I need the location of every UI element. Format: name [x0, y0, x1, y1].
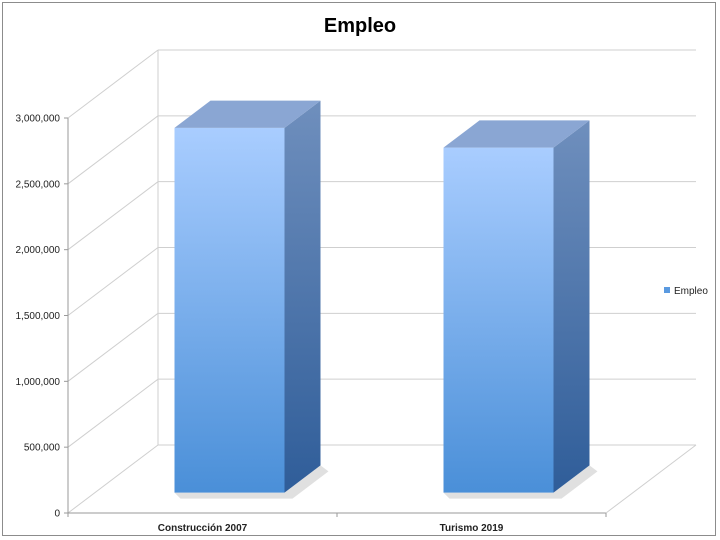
- gridline-diagonal: [67, 49, 159, 119]
- bar-top: [443, 120, 590, 148]
- bar-shadows: [174, 465, 598, 499]
- y-tick-labels: 0 500,000 1,000,000 1,500,000 2,000,000 2,500…: [16, 114, 61, 520]
- y-tick-label: 1,500,000: [16, 311, 61, 322]
- x-category-label: Turismo 2019: [440, 523, 504, 534]
- bar-side: [553, 120, 590, 493]
- bar-shadow: [443, 465, 598, 499]
- y-tick-label: 0: [54, 509, 60, 520]
- bar-shadow: [174, 465, 329, 499]
- y-tick-label: 1,000,000: [16, 377, 61, 388]
- gridline-diagonal: [67, 247, 159, 316]
- legend-swatch: [664, 287, 670, 293]
- gridlines: [67, 49, 696, 514]
- bar-front: [443, 147, 554, 493]
- bar-side: [284, 100, 321, 493]
- y-tick-label: 2,500,000: [16, 179, 61, 190]
- x-category-labels: Construcción 2007 Turismo 2019: [158, 523, 504, 534]
- chart-title: Empleo: [324, 15, 396, 37]
- bar-front: [174, 127, 285, 493]
- axes: [64, 50, 697, 517]
- legend-label: Empleo: [674, 286, 708, 297]
- bar-top: [174, 100, 321, 128]
- legend: Empleo: [664, 286, 708, 297]
- gridline-diagonal: [67, 115, 159, 185]
- gridline-diagonal: [67, 312, 159, 382]
- y-tick-label: 500,000: [24, 443, 61, 454]
- y-tick-label: 2,000,000: [16, 245, 61, 256]
- bars: [174, 100, 590, 493]
- floor-right-edge: [605, 444, 697, 514]
- gridline-diagonal: [67, 378, 159, 448]
- y-tick-label: 3,000,000: [16, 114, 61, 125]
- x-category-label: Construcción 2007: [158, 523, 248, 534]
- gridline-diagonal: [67, 444, 159, 514]
- gridline-diagonal: [67, 181, 159, 251]
